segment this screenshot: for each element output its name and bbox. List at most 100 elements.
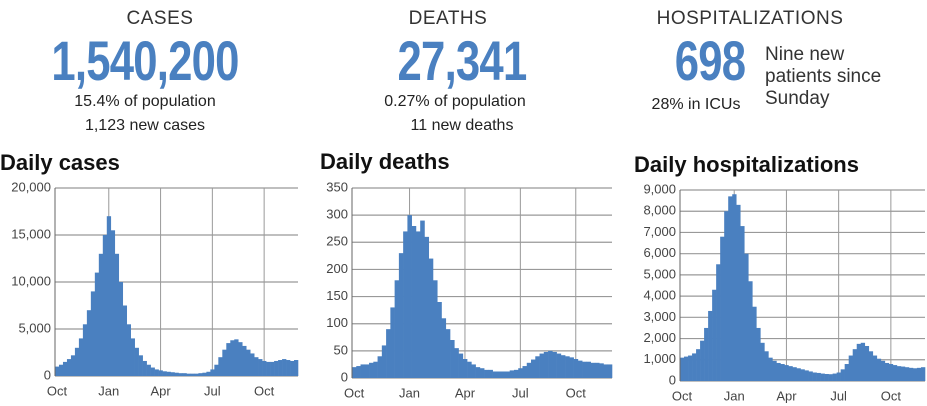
x-tick-label: Oct xyxy=(47,383,68,398)
bar xyxy=(824,373,829,381)
bar xyxy=(539,353,545,378)
bar xyxy=(884,362,890,381)
bar xyxy=(411,226,417,378)
y-tick-label: 20,000 xyxy=(11,179,51,194)
bar xyxy=(880,360,886,381)
bar xyxy=(114,253,120,376)
y-tick-label: 0 xyxy=(44,367,51,382)
bar xyxy=(78,338,84,376)
y-tick-label: 0 xyxy=(341,369,348,384)
bar xyxy=(130,338,135,376)
bar xyxy=(543,351,549,378)
bar xyxy=(86,310,92,376)
bar xyxy=(716,264,721,381)
bar xyxy=(250,353,255,376)
bar xyxy=(740,226,745,381)
bar xyxy=(106,216,112,376)
bar xyxy=(509,370,515,378)
bar xyxy=(848,355,854,381)
bar xyxy=(294,360,299,376)
bar xyxy=(62,361,68,376)
bar xyxy=(876,358,882,381)
x-tick-label: Oct xyxy=(672,388,693,403)
bar xyxy=(756,327,761,381)
bar xyxy=(226,343,231,376)
bar xyxy=(577,360,583,378)
bar xyxy=(364,364,370,378)
bar xyxy=(206,371,211,376)
x-tick-label: Jan xyxy=(98,383,119,398)
x-tick-label: Jul xyxy=(204,383,221,398)
stat-label: HOSPITALIZATIONS xyxy=(656,8,844,29)
bar xyxy=(772,360,777,381)
bar xyxy=(688,355,693,381)
bar xyxy=(445,329,451,378)
bar xyxy=(916,367,922,381)
bar xyxy=(573,359,579,378)
bar xyxy=(94,272,100,376)
chart-title: Daily hospitalizations xyxy=(634,152,859,177)
stat-value: 698 xyxy=(674,29,746,92)
stat-line: 0.27% of population xyxy=(384,93,526,110)
bar xyxy=(607,364,613,378)
bar xyxy=(162,371,167,376)
x-tick-label: Oct xyxy=(566,385,587,400)
bar xyxy=(98,253,104,376)
bar xyxy=(696,349,701,381)
bar xyxy=(484,369,489,378)
bar xyxy=(475,367,481,378)
bar xyxy=(154,369,159,376)
bar xyxy=(420,220,425,378)
bar xyxy=(800,369,805,381)
bar xyxy=(210,369,215,376)
bar xyxy=(531,359,536,378)
bar xyxy=(194,373,199,376)
bar xyxy=(844,364,849,381)
y-tick-label: 3,000 xyxy=(643,309,676,324)
bar xyxy=(908,367,914,381)
bar xyxy=(166,371,171,376)
x-tick-label: Oct xyxy=(344,385,365,400)
bar xyxy=(792,367,797,381)
bar xyxy=(526,362,532,378)
y-tick-label: 6,000 xyxy=(643,245,676,260)
y-tick-label: 1,000 xyxy=(643,351,676,366)
bar xyxy=(582,361,587,378)
bar xyxy=(836,372,841,381)
stat-line: 15.4% of population xyxy=(74,93,216,110)
bar xyxy=(522,366,528,378)
bar xyxy=(732,194,737,381)
x-tick-label: Apr xyxy=(455,385,476,400)
bar xyxy=(488,369,493,378)
bar xyxy=(692,353,697,381)
bar xyxy=(900,366,906,381)
bar xyxy=(182,373,187,376)
bar xyxy=(860,342,866,381)
stat-value: 27,341 xyxy=(397,29,528,92)
bar xyxy=(728,196,733,381)
x-tick-label: Jul xyxy=(830,388,847,403)
bar xyxy=(856,343,862,381)
bar xyxy=(708,310,713,381)
bar xyxy=(513,369,519,378)
bar xyxy=(594,362,600,378)
y-tick-label: 0 xyxy=(669,372,676,387)
bar xyxy=(820,373,825,381)
bar xyxy=(454,348,459,378)
bar xyxy=(501,371,506,378)
bar xyxy=(788,366,793,381)
bar xyxy=(904,367,910,381)
bar xyxy=(274,360,279,376)
bar xyxy=(603,364,609,378)
bar xyxy=(118,282,124,376)
x-tick-label: Apr xyxy=(776,388,797,403)
y-tick-label: 15,000 xyxy=(11,226,51,241)
bar xyxy=(70,355,76,376)
bar xyxy=(377,356,383,378)
bar xyxy=(840,369,845,381)
bar xyxy=(565,356,570,378)
bar xyxy=(599,363,604,378)
bar xyxy=(760,342,765,381)
y-tick-label: 9,000 xyxy=(643,181,676,196)
